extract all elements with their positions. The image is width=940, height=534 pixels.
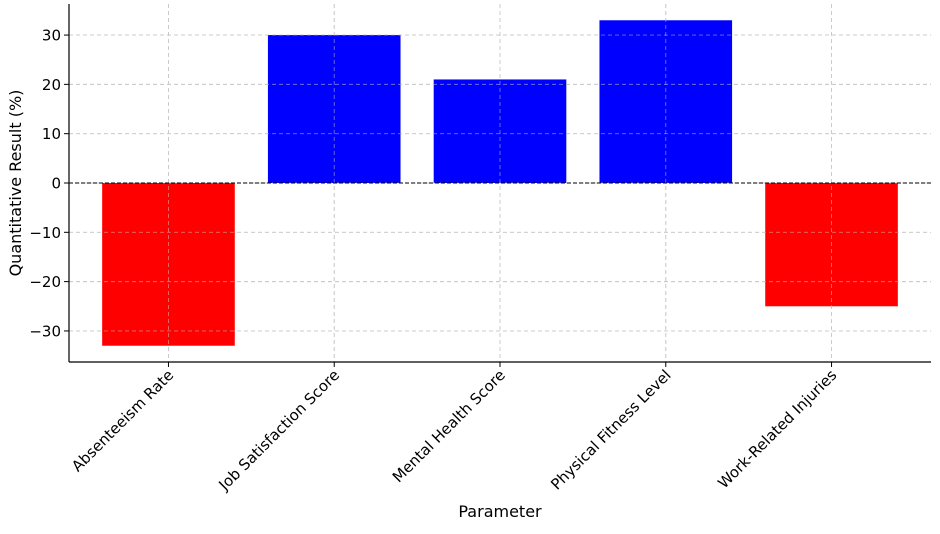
y-axis-label: Quantitative Result (%) <box>6 90 25 277</box>
y-tick-label: 0 <box>51 175 61 193</box>
y-tick-label: 10 <box>42 125 61 143</box>
y-tick-label: −10 <box>29 224 61 242</box>
y-tick-label: −20 <box>29 273 61 291</box>
x-axis-label: Parameter <box>458 502 542 521</box>
x-tick-label: Work-Related Injuries <box>714 366 840 492</box>
y-tick-label: 30 <box>42 27 61 45</box>
x-tick-labels: Absenteeism Rate Job Satisfaction Score Me… <box>68 362 840 495</box>
x-tick-label: Job Satisfaction Score <box>215 366 343 494</box>
y-tick-label: −30 <box>29 322 61 340</box>
y-tick-labels: −30 −20 −10 0 10 20 30 <box>29 27 69 340</box>
x-tick-label: Physical Fitness Level <box>547 366 674 493</box>
zero-line-group <box>69 4 931 362</box>
x-tick-label: Mental Health Score <box>389 366 509 486</box>
x-tick-label: Absenteeism Rate <box>68 366 177 475</box>
y-tick-label: 20 <box>42 76 61 94</box>
